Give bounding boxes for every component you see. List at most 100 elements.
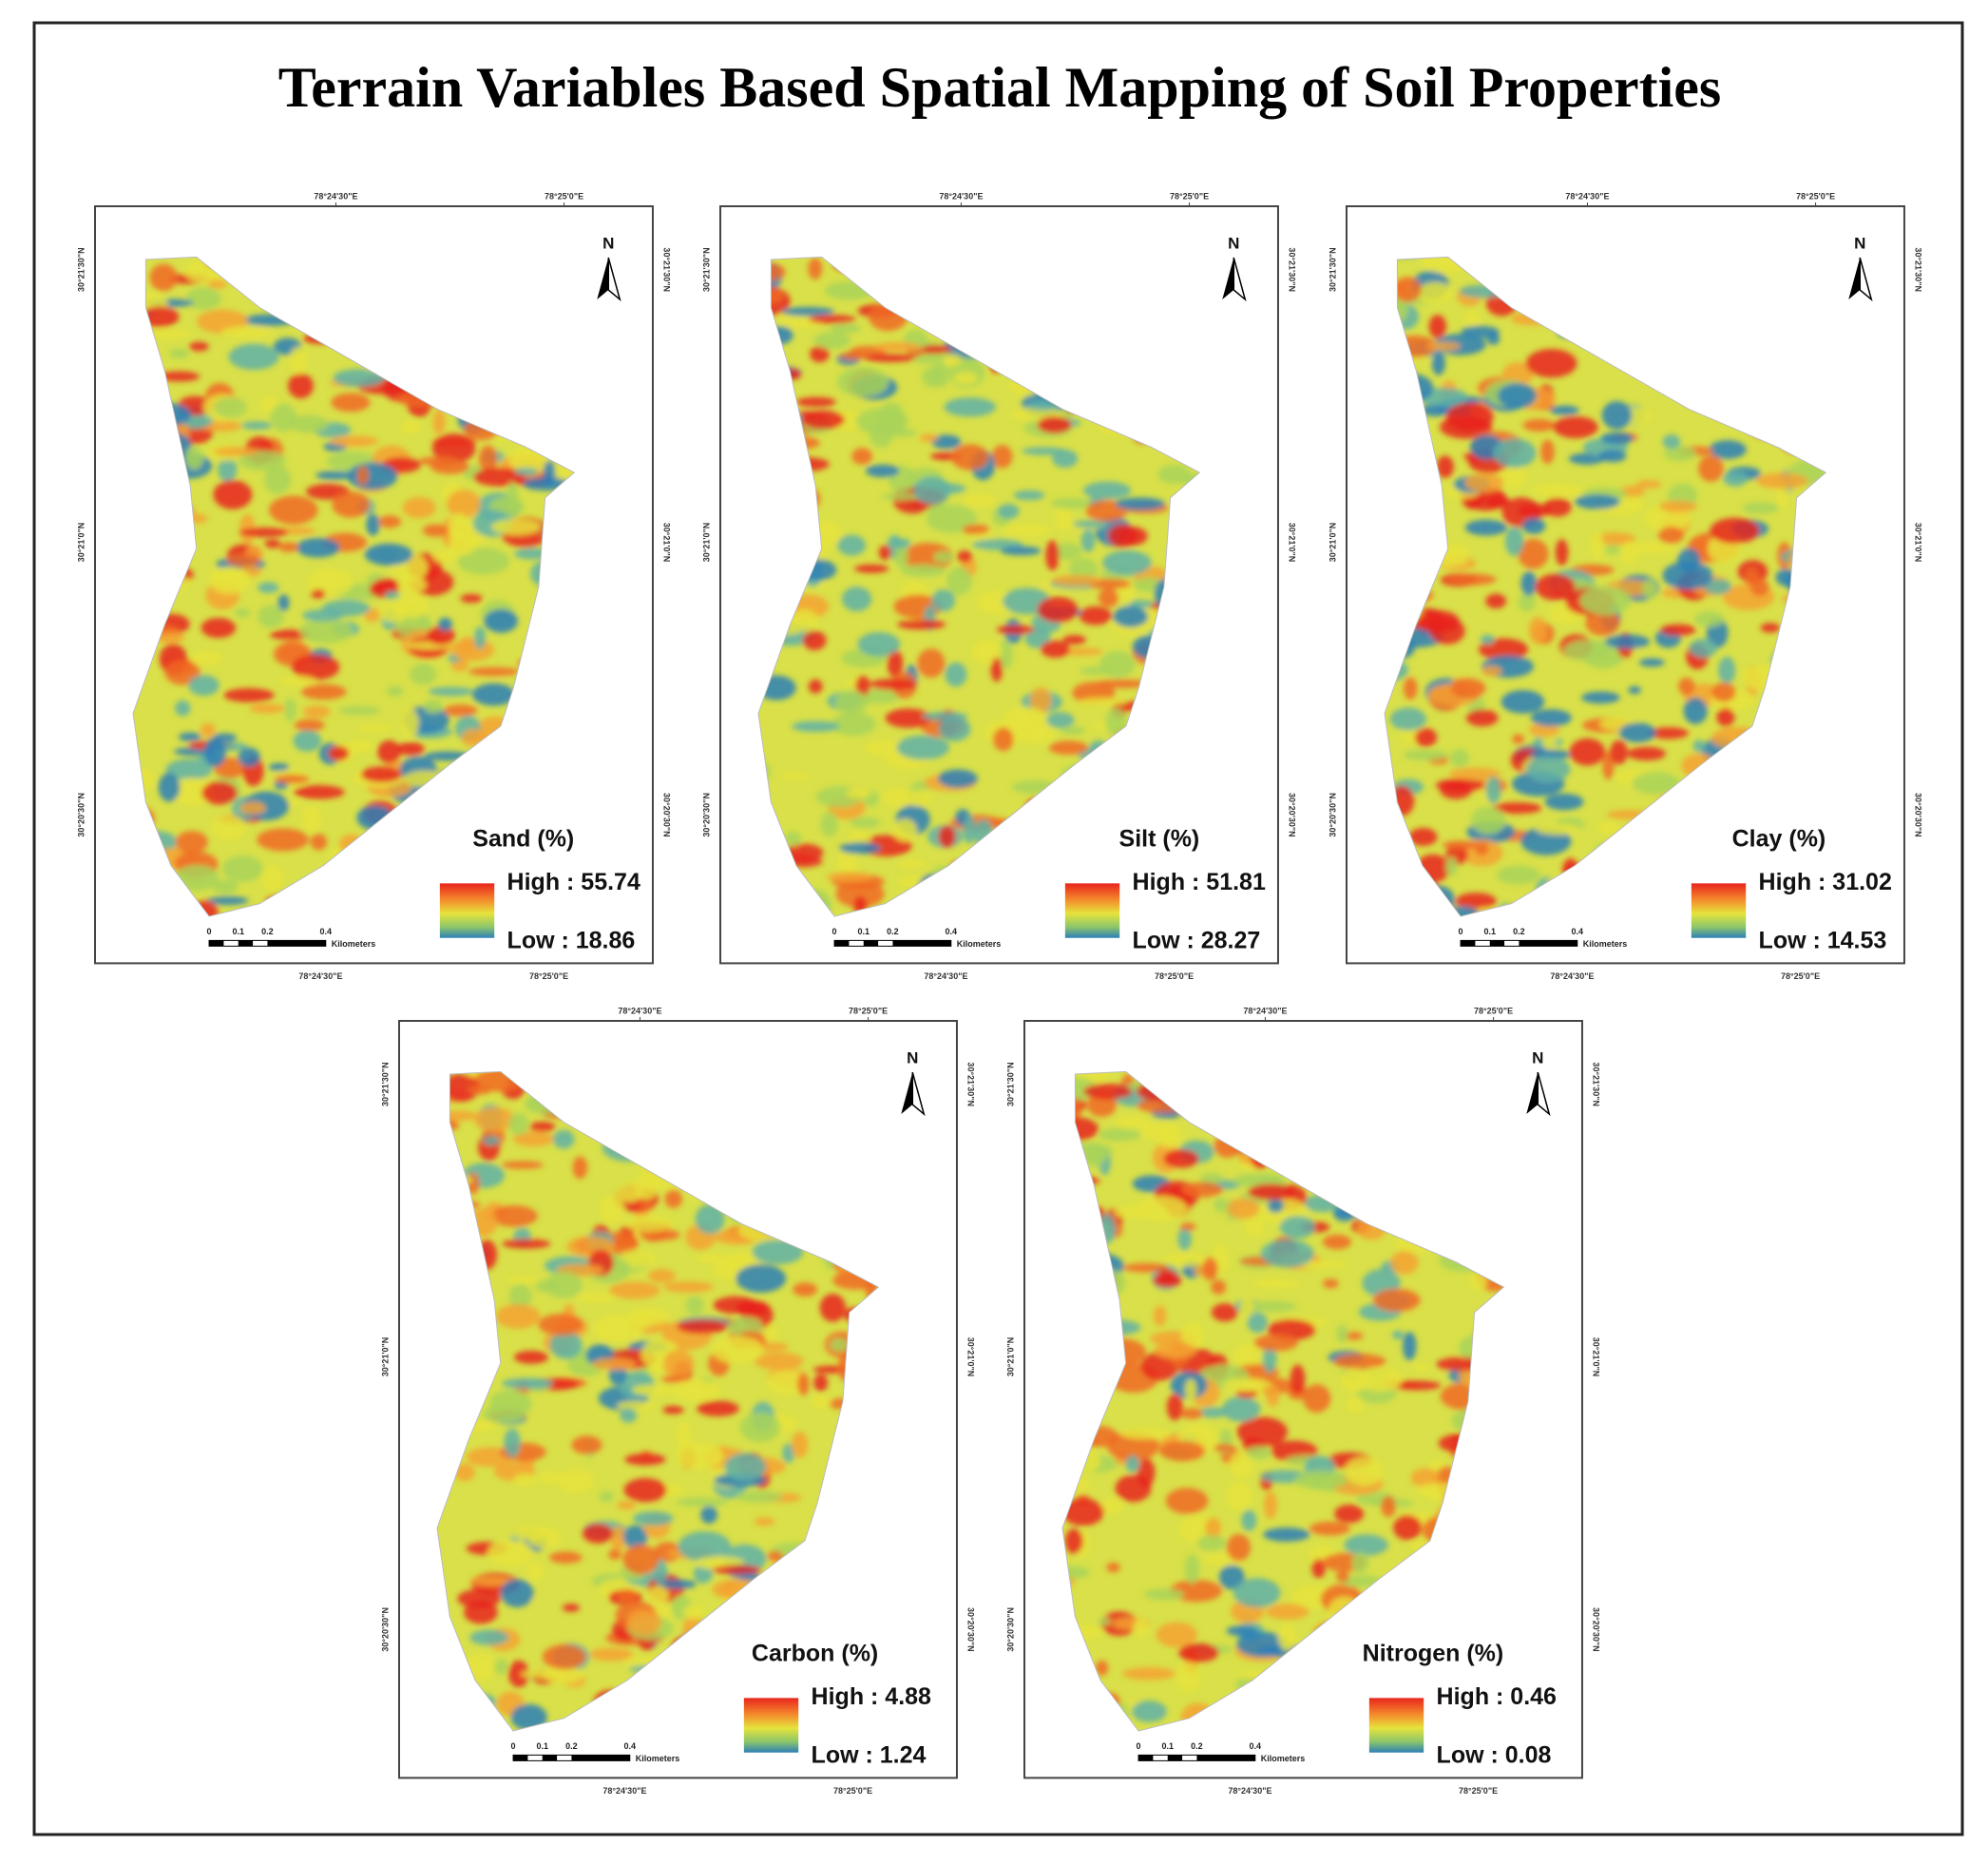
raster-cell bbox=[158, 371, 201, 382]
raster-cell bbox=[164, 660, 201, 685]
raster-cell bbox=[1115, 1474, 1152, 1503]
raster-cell bbox=[1099, 650, 1136, 679]
raster-cell bbox=[963, 815, 976, 844]
raster-cell bbox=[620, 1408, 638, 1423]
scale-segment bbox=[892, 940, 951, 947]
raster-cell bbox=[712, 1565, 762, 1575]
y-coord-label: 30°21'0"N bbox=[966, 1337, 976, 1377]
raster-cell bbox=[1045, 540, 1060, 571]
raster-cell bbox=[1485, 494, 1510, 509]
raster-cell bbox=[1153, 1305, 1167, 1327]
raster-cell bbox=[1662, 433, 1681, 450]
raster-cell bbox=[1525, 349, 1577, 378]
raster-cell bbox=[428, 686, 474, 697]
raster-cell bbox=[175, 831, 208, 854]
legend-high: High : 55.74 bbox=[507, 869, 640, 895]
raster-cell bbox=[887, 649, 904, 678]
raster-cell bbox=[1290, 1364, 1306, 1394]
raster-cell bbox=[1683, 697, 1708, 724]
raster-cell bbox=[1099, 1617, 1112, 1626]
raster-cell bbox=[1233, 1343, 1261, 1369]
raster-cell bbox=[562, 1604, 581, 1612]
y-coord-label: 30°21'0"N bbox=[1328, 523, 1337, 563]
x-coord-label: 78°24'30"E bbox=[939, 191, 983, 201]
raster-cell bbox=[311, 588, 326, 599]
raster-cell bbox=[210, 815, 247, 840]
raster-cell bbox=[1106, 1562, 1120, 1573]
raster-cell bbox=[1082, 481, 1132, 500]
raster-cell bbox=[1236, 1416, 1288, 1448]
raster-cell bbox=[1485, 593, 1507, 609]
raster-cell bbox=[1635, 480, 1662, 489]
raster-cell bbox=[830, 323, 861, 334]
raster-cell bbox=[662, 1349, 695, 1379]
raster-cell bbox=[149, 328, 192, 339]
raster-cell bbox=[1162, 1253, 1209, 1267]
raster-cell bbox=[1135, 1196, 1188, 1222]
raster-cell bbox=[589, 1647, 634, 1662]
raster-cell bbox=[1518, 503, 1552, 518]
raster-cell bbox=[502, 1377, 554, 1390]
scale-label: 0 bbox=[1459, 927, 1463, 936]
raster-cell bbox=[457, 548, 510, 575]
raster-cell bbox=[937, 769, 978, 788]
raster-cell bbox=[357, 723, 392, 733]
raster-cell bbox=[310, 834, 328, 851]
raster-cell bbox=[513, 1473, 537, 1487]
raster-cell bbox=[333, 369, 386, 388]
raster-cell bbox=[1180, 1408, 1203, 1419]
watershed-outline bbox=[1061, 1070, 1505, 1732]
raster-cell bbox=[624, 1453, 666, 1466]
raster-cell bbox=[1176, 1662, 1201, 1693]
raster-cell bbox=[853, 564, 889, 573]
north-arrow bbox=[1222, 258, 1234, 300]
raster-cell bbox=[917, 648, 946, 678]
raster-cell bbox=[808, 679, 823, 694]
x-coord-label: 78°25'0"E bbox=[849, 1006, 888, 1015]
raster-cell bbox=[832, 712, 877, 737]
raster-cell bbox=[1119, 1428, 1171, 1440]
raster-cell bbox=[471, 682, 516, 706]
legend-title: Nitrogen (%) bbox=[1363, 1641, 1504, 1667]
raster-cell bbox=[632, 1510, 674, 1527]
raster-cell bbox=[1590, 531, 1604, 560]
raster-cell bbox=[763, 1325, 778, 1342]
raster-cell bbox=[933, 550, 954, 564]
raster-cell bbox=[834, 690, 869, 715]
raster-cell bbox=[1198, 1407, 1228, 1418]
raster-cell bbox=[1247, 1312, 1269, 1334]
raster-cell bbox=[264, 465, 292, 494]
raster-cell bbox=[1248, 1183, 1294, 1201]
raster-cell bbox=[608, 1548, 621, 1560]
scale-segment bbox=[834, 940, 850, 947]
raster-cell bbox=[1184, 1378, 1197, 1402]
scale-unit: Kilometers bbox=[1583, 939, 1628, 949]
raster-cell bbox=[1408, 828, 1438, 846]
y-coord-label: 30°21'0"N bbox=[1288, 523, 1297, 563]
raster-cell bbox=[238, 450, 287, 471]
raster-cell bbox=[599, 1490, 614, 1503]
raster-cell bbox=[1569, 738, 1606, 766]
raster-cell bbox=[1211, 1279, 1227, 1295]
raster-cell bbox=[493, 1659, 508, 1675]
raster-cell bbox=[1322, 1278, 1339, 1289]
raster-cell bbox=[213, 447, 258, 456]
raster-cell bbox=[234, 608, 251, 618]
raster-cell bbox=[487, 1539, 534, 1567]
raster-cell bbox=[1575, 494, 1620, 509]
x-coord-label: 78°24'30"E bbox=[1228, 1786, 1271, 1796]
scale-segment bbox=[1519, 940, 1577, 947]
raster-cell bbox=[377, 740, 401, 764]
raster-cell bbox=[1252, 1278, 1301, 1288]
raster-cell bbox=[239, 801, 266, 815]
raster-cell bbox=[835, 880, 885, 908]
raster-cell bbox=[1530, 709, 1572, 727]
raster-cell bbox=[735, 1490, 783, 1503]
raster-cell bbox=[221, 855, 263, 883]
raster-cell bbox=[626, 1307, 670, 1326]
raster-cell bbox=[1156, 1622, 1198, 1648]
legend-low: Low : 18.86 bbox=[507, 927, 636, 953]
scale-label: 0.4 bbox=[320, 927, 333, 936]
raster-cell bbox=[1698, 454, 1724, 482]
raster-cell bbox=[1528, 722, 1559, 738]
